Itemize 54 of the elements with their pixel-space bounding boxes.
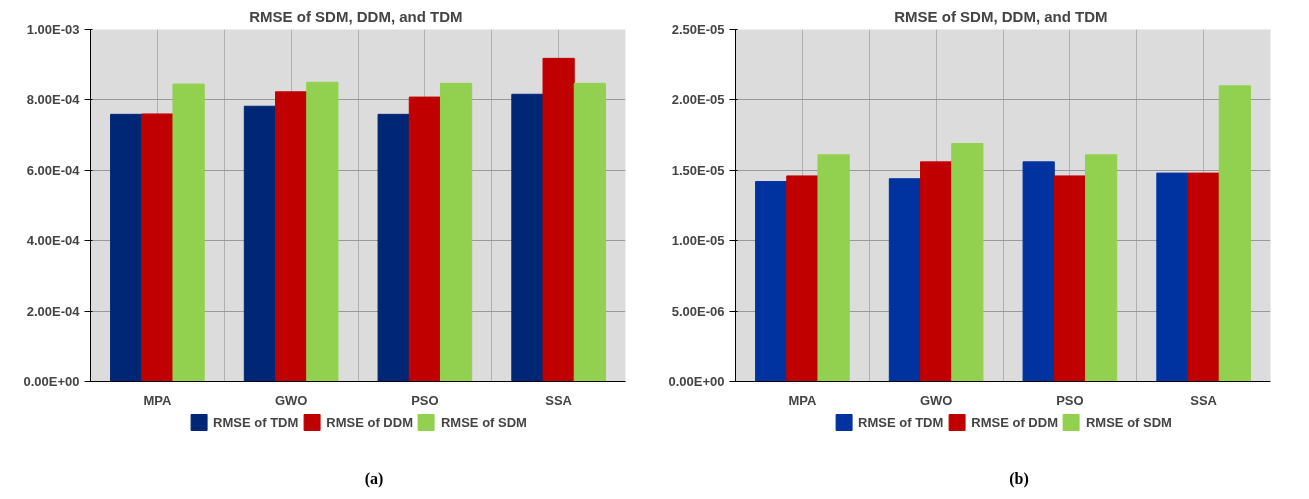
bar [439, 82, 473, 382]
bar [243, 105, 277, 382]
legend-label: RMSE of SDM [440, 414, 527, 430]
chart-title: RMSE of SDM, DDM, and TDM [894, 7, 1108, 25]
bar [408, 96, 441, 382]
y-tick-label: 1.00E-03 [26, 22, 80, 37]
bar [786, 175, 819, 382]
y-tick-label: 2.00E-04 [26, 303, 81, 319]
legend-label: RMSE of TDM [858, 414, 944, 430]
bar [1053, 175, 1086, 382]
bar [275, 91, 308, 382]
bar [920, 161, 953, 382]
text: (b) [1009, 469, 1029, 488]
x-tick-label: SSA [1190, 392, 1218, 408]
legend-label: RMSE of DDM [971, 414, 1058, 430]
bar [1084, 154, 1118, 382]
x-tick-label: MPA [788, 392, 817, 408]
bar [110, 113, 143, 382]
y-tick-label: 2.50E-05 [671, 22, 725, 37]
y-tick-label: 0.00E+00 [668, 374, 725, 389]
bar [511, 93, 544, 382]
x-tick-label: GWO [919, 392, 953, 408]
legend-label: RMSE of DDM [326, 414, 413, 430]
y-tick-label: 5.00E-06 [671, 303, 725, 319]
y-tick-label: 0.00E+00 [23, 374, 80, 389]
bar [951, 143, 984, 382]
bar [377, 113, 410, 382]
y-tick-label: 8.00E-04 [26, 92, 81, 108]
text: (a) [364, 469, 384, 488]
bar [1022, 161, 1055, 382]
y-tick-label: 2.00E-05 [671, 92, 725, 108]
bar [1156, 172, 1189, 382]
bar [1187, 172, 1220, 382]
y-tick-label: 1.00E-05 [671, 233, 725, 249]
bar [817, 154, 850, 382]
x-tick-label: PSO [411, 392, 439, 408]
chart-title: RMSE of SDM, DDM, and TDM [249, 7, 463, 25]
bar [1218, 85, 1251, 382]
bar [573, 82, 606, 382]
x-tick-label: GWO [274, 392, 308, 408]
bar [172, 83, 205, 382]
legend-label: RMSE of TDM [213, 414, 299, 430]
legend-label: RMSE of SDM [1085, 414, 1172, 430]
x-tick-label: MPA [143, 392, 172, 408]
bar [542, 57, 575, 382]
y-tick-label: 6.00E-04 [26, 162, 81, 178]
bar [755, 181, 788, 382]
y-tick-label: 4.00E-04 [26, 233, 81, 249]
bar [141, 113, 174, 382]
x-tick-label: PSO [1056, 392, 1084, 408]
bar [306, 81, 339, 382]
bar [888, 178, 922, 382]
y-tick-label: 1.50E-05 [671, 162, 725, 178]
x-tick-label: SSA [545, 392, 573, 408]
